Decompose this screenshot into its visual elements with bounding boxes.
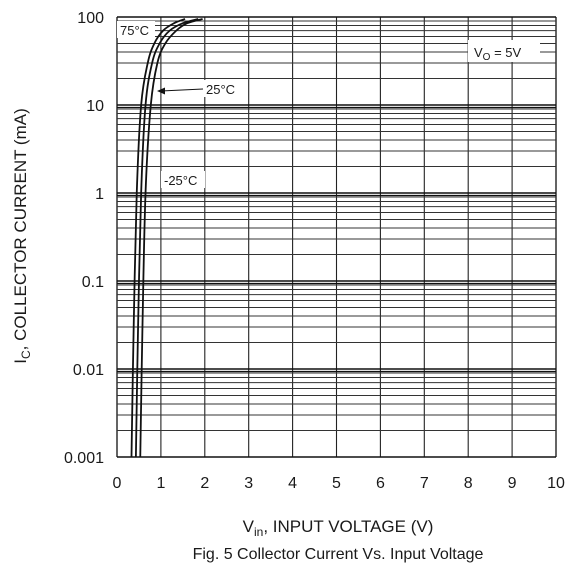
label-75c-bg: [117, 21, 155, 38]
label-minus25c-text: -25°C: [164, 173, 197, 188]
caption: Fig. 5 Collector Current Vs. Input Volta…: [193, 546, 484, 563]
x-tick-label: 1: [156, 475, 165, 492]
grid: [116, 16, 557, 458]
x-tick-label: 10: [547, 475, 565, 492]
x-axis-label: Vin, INPUT VOLTAGE (V): [243, 517, 434, 539]
y-tick-label: 10: [86, 98, 104, 115]
x-tick-label: 3: [244, 475, 253, 492]
y-tick-label: 0.1: [82, 274, 104, 291]
test-condition-text: VO = 5V: [474, 45, 521, 63]
label-25c-arrowhead: [157, 87, 165, 95]
y-tick-labels: 100 10 1 0.1 0.01 0.001: [64, 10, 104, 467]
x-tick-label: 7: [420, 475, 429, 492]
label-minus25c: -25°C: [161, 171, 205, 188]
curve-25°C: [134, 18, 199, 458]
y-tick-label: 100: [77, 10, 104, 27]
curve--25°C: [139, 18, 203, 458]
curves: [130, 18, 203, 458]
x-tick-label: 5: [332, 475, 341, 492]
x-tick-label: 4: [288, 475, 297, 492]
x-tick-label: 8: [464, 475, 473, 492]
label-75c: 75°C: [117, 21, 155, 38]
label-25c-text: 25°C: [206, 82, 235, 97]
curve-75°C: [130, 18, 186, 458]
y-tick-label: 0.001: [64, 450, 104, 467]
y-tick-label: 1: [95, 186, 104, 203]
test-condition: VO = 5V: [468, 40, 540, 63]
annotations: 75°C 25°C -25°C VO = 5V: [117, 21, 540, 188]
x-tick-label: 2: [200, 475, 209, 492]
label-25c-leader: [160, 88, 204, 92]
x-tick-label: 0: [113, 475, 122, 492]
x-tick-label: 6: [376, 475, 385, 492]
y-tick-label: 0.01: [73, 362, 104, 379]
label-25c-bg: [203, 80, 243, 97]
x-tick-label: 9: [508, 475, 517, 492]
label-75c-text: 75°C: [120, 23, 149, 38]
x-tick-labels: 0 1 2 3 4 5 6 7 8 9 10: [113, 475, 565, 492]
label-minus25c-bg: [161, 171, 205, 188]
y-axis-label: IC, COLLECTOR CURRENT (mA): [11, 108, 33, 364]
label-25c: 25°C: [203, 80, 243, 97]
test-condition-bg: [468, 40, 540, 62]
